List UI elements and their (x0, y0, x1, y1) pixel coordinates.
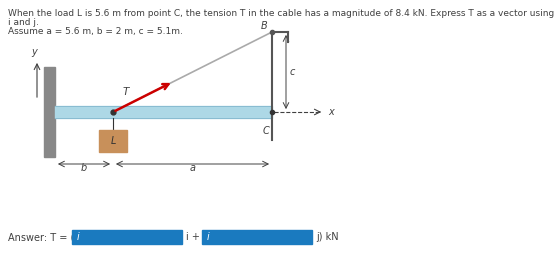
Text: T: T (122, 87, 128, 97)
Bar (99, 130, 127, 152)
Text: j) kN: j) kN (316, 232, 339, 242)
Text: y: y (31, 47, 37, 57)
Text: a: a (190, 163, 196, 173)
Text: c: c (290, 67, 295, 77)
Text: B: B (260, 21, 267, 31)
Text: L: L (110, 136, 116, 146)
Text: i and j.: i and j. (8, 18, 39, 27)
Bar (55, 106, 272, 118)
Text: x: x (328, 107, 334, 117)
Bar (44, 67, 55, 157)
Text: i +: i + (186, 232, 200, 242)
Text: C: C (262, 126, 269, 136)
Text: i: i (77, 232, 80, 242)
Bar (72, 230, 182, 244)
Bar (202, 230, 312, 244)
Text: Assume a = 5.6 m, b = 2 m, c = 5.1m.: Assume a = 5.6 m, b = 2 m, c = 5.1m. (8, 27, 183, 36)
Text: Answer: T = (: Answer: T = ( (8, 232, 75, 242)
Text: When the load L is 5.6 m from point C, the tension T in the cable has a magnitud: When the load L is 5.6 m from point C, t… (8, 9, 556, 18)
Text: b: b (81, 163, 87, 173)
Text: i: i (207, 232, 210, 242)
